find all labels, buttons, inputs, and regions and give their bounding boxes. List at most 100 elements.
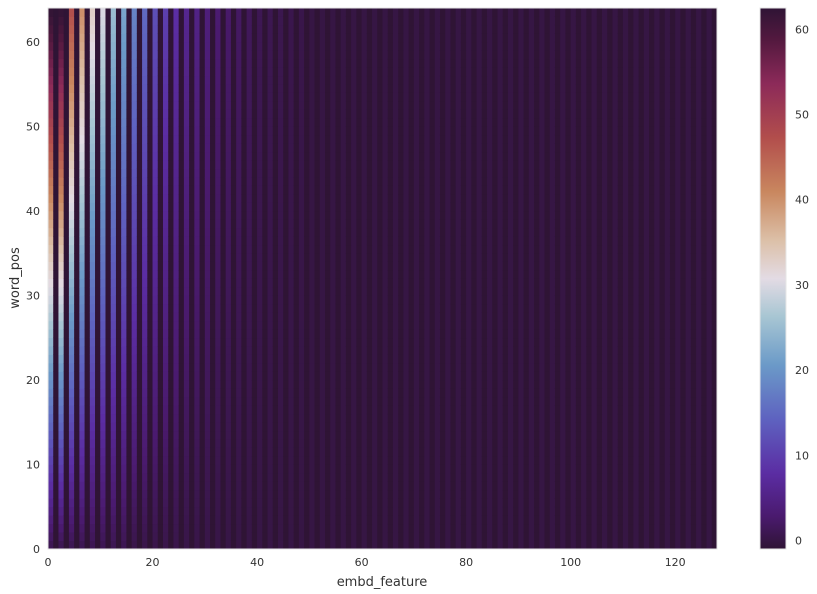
heatmap-cell <box>220 346 227 355</box>
heatmap-cell <box>309 75 315 85</box>
heatmap-cell <box>215 312 221 322</box>
heatmap-cell <box>257 261 263 271</box>
heatmap-cell <box>230 472 237 482</box>
heatmap-cell <box>63 464 70 474</box>
heatmap-cell <box>293 379 300 389</box>
heatmap-cell <box>251 126 258 136</box>
heatmap-cell <box>351 312 357 322</box>
heatmap-cell <box>136 498 143 508</box>
heatmap-cell <box>48 202 54 212</box>
heatmap-cell <box>142 67 148 77</box>
heatmap-cell <box>450 219 457 229</box>
heatmap-cell <box>58 8 65 17</box>
heatmap-cell <box>115 126 122 136</box>
heatmap-cell <box>53 498 59 508</box>
heatmap-cell <box>398 193 404 203</box>
heatmap-cell <box>79 523 85 533</box>
heatmap-cell <box>335 506 342 516</box>
heatmap-cell <box>309 506 315 516</box>
heatmap-cell <box>382 439 389 448</box>
heatmap-cell <box>345 219 352 229</box>
heatmap-cell <box>356 185 362 195</box>
heatmap-cell <box>189 303 195 313</box>
heatmap-cell <box>304 193 310 203</box>
heatmap-cell <box>225 227 232 237</box>
heatmap-cell <box>445 346 451 355</box>
heatmap-cell <box>345 177 352 186</box>
heatmap-cell <box>89 58 96 68</box>
heatmap-cell <box>392 236 399 246</box>
heatmap-cell <box>68 532 75 541</box>
heatmap-cell <box>382 388 389 398</box>
heatmap-cell <box>439 320 446 330</box>
heatmap-cell <box>325 447 331 457</box>
heatmap-cell <box>351 489 357 499</box>
heatmap-cell <box>68 92 75 102</box>
heatmap-cell <box>403 464 410 474</box>
heatmap-cell <box>403 472 410 482</box>
heatmap-cell <box>168 117 174 127</box>
heatmap-cell <box>220 320 227 330</box>
heatmap-cell <box>126 126 133 136</box>
heatmap-cell <box>89 540 96 550</box>
heatmap-cell <box>419 379 425 389</box>
heatmap-cell <box>387 219 394 229</box>
heatmap-cell <box>210 439 216 448</box>
heatmap-cell <box>450 202 457 212</box>
heatmap-cell <box>204 371 211 381</box>
heatmap-cell <box>429 33 436 43</box>
heatmap-cell <box>361 151 368 161</box>
heatmap-cell <box>194 346 200 355</box>
heatmap-cell <box>142 540 148 550</box>
heatmap-cell <box>100 515 106 525</box>
heatmap-cell <box>110 270 117 279</box>
heatmap-cell <box>251 109 258 119</box>
heatmap-cell <box>424 202 430 212</box>
heatmap-cell <box>335 312 342 322</box>
heatmap-cell <box>398 210 404 220</box>
heatmap-cell <box>105 134 112 144</box>
heatmap-cell <box>204 92 211 102</box>
heatmap-cell <box>220 540 227 550</box>
heatmap-cell <box>419 253 425 262</box>
heatmap-cell <box>361 24 368 34</box>
heatmap-cell <box>434 396 441 406</box>
heatmap-cell <box>58 227 65 237</box>
heatmap-cell <box>419 532 425 541</box>
heatmap-cell <box>345 278 352 288</box>
heatmap-cell <box>445 430 451 440</box>
heatmap-cell <box>325 295 331 305</box>
heatmap-cell <box>63 160 70 170</box>
heatmap-cell <box>345 75 352 85</box>
heatmap-cell <box>89 253 96 262</box>
heatmap-cell <box>225 261 232 271</box>
heatmap-cell <box>89 126 96 136</box>
heatmap-cell <box>450 168 457 178</box>
heatmap-cell <box>199 193 206 203</box>
heatmap-cell <box>147 143 153 153</box>
heatmap-cell <box>309 295 315 305</box>
heatmap-cell <box>392 286 399 296</box>
heatmap-cell <box>157 447 164 457</box>
heatmap-cell <box>110 363 117 372</box>
heatmap-cell <box>68 515 75 525</box>
heatmap-cell <box>225 16 232 26</box>
heatmap-cell <box>392 337 399 347</box>
heatmap-cell <box>74 371 80 381</box>
heatmap-cell <box>445 50 451 60</box>
heatmap-cell <box>361 456 368 465</box>
heatmap-cell <box>58 100 65 110</box>
heatmap-cell <box>419 84 425 93</box>
heatmap-cell <box>152 193 159 203</box>
heatmap-cell <box>63 405 70 415</box>
heatmap-cell <box>230 498 237 508</box>
heatmap-cell <box>262 109 268 119</box>
heatmap-cell <box>53 464 59 474</box>
heatmap-cell <box>251 515 258 525</box>
heatmap-cell <box>236 413 242 423</box>
heatmap-cell <box>356 346 362 355</box>
heatmap-cell <box>236 253 242 262</box>
heatmap-cell <box>361 371 368 381</box>
heatmap-cell <box>241 151 248 161</box>
heatmap-cell <box>79 33 85 43</box>
